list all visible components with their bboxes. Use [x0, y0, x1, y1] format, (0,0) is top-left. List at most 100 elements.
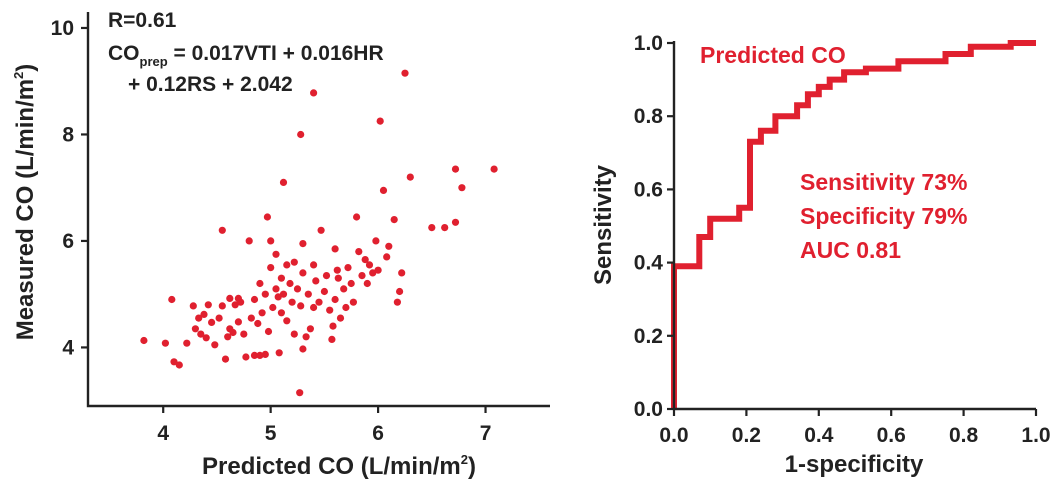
roc-series-label: Predicted CO [700, 42, 846, 68]
scatter-point [256, 279, 264, 288]
scatter-point [275, 349, 283, 357]
scatter-point [296, 389, 304, 397]
scatter-point [197, 330, 205, 338]
regression-equation-line2: + 0.12RS + 2.042 [128, 73, 293, 96]
roc-x-tick-label: 0.0 [659, 424, 688, 447]
scatter-point [250, 351, 259, 359]
scatter-point [326, 306, 334, 314]
scatter-point [258, 309, 266, 317]
scatter-point [299, 269, 307, 277]
scatter-point [349, 298, 357, 306]
scatter-point [283, 317, 291, 325]
scatter-y-tick-label: 6 [62, 230, 74, 253]
scatter-y-tick-label: 8 [62, 123, 74, 146]
scatter-point [274, 293, 282, 301]
roc-y-ticks: 0.0 0.2 0.4 0.6 0.8 1.0 [634, 32, 674, 421]
scatter-point [267, 237, 275, 245]
scatter-point [322, 272, 331, 280]
scatter-point [353, 213, 361, 221]
scatter-point [269, 303, 277, 312]
scatter-y-tick-label: 10 [51, 17, 74, 40]
scatter-point [398, 269, 406, 277]
scatter-point [369, 269, 377, 277]
roc-y-tick-label: 0.4 [634, 252, 664, 275]
scatter-point [428, 224, 436, 232]
scatter-point [202, 334, 210, 342]
scatter-point [245, 237, 253, 245]
roc-y-tick-label: 0.0 [634, 398, 663, 421]
scatter-point [312, 277, 320, 285]
scatter-y-tick-label: 4 [62, 336, 74, 359]
scatter-point [390, 216, 398, 224]
scatter-point [283, 261, 291, 269]
scatter-point [451, 218, 460, 226]
scatter-point [224, 333, 232, 341]
scatter-point [329, 322, 337, 330]
scatter-point [376, 117, 384, 125]
scatter-point [458, 184, 466, 192]
scatter-point [286, 279, 294, 288]
roc-x-axis-title: 1-specificity [785, 451, 924, 478]
scatter-point [256, 351, 264, 359]
correlation-label: R=0.61 [108, 9, 177, 32]
scatter-point [299, 345, 307, 353]
scatter-point [310, 89, 318, 97]
specificity-annotation: Specificity 79% [800, 203, 967, 229]
scatter-point [490, 165, 498, 173]
scatter-x-tick-label: 5 [265, 422, 277, 445]
auc-annotation: AUC 0.81 [800, 237, 901, 263]
scatter-point [310, 261, 318, 269]
scatter-point [215, 314, 223, 322]
scatter-point [168, 295, 176, 304]
scatter-point [211, 341, 219, 349]
scatter-point [272, 285, 280, 293]
scatter-point [290, 258, 298, 266]
scatter-point [264, 327, 273, 336]
scatter-point [383, 253, 391, 261]
scatter-y-axis-title: Measured CO (L/min/m2) [11, 64, 39, 341]
roc-curve-predicted-co [671, 40, 1036, 409]
scatter-point [218, 226, 226, 234]
roc-x-tick-label: 1.0 [1021, 424, 1050, 447]
scatter-point [261, 350, 269, 358]
scatter-point [379, 186, 388, 194]
scatter-point [344, 264, 352, 272]
scatter-point [361, 256, 369, 264]
scatter-point [331, 295, 339, 304]
roc-y-tick-label: 0.8 [634, 105, 664, 128]
scatter-point [191, 325, 199, 333]
scatter-point [279, 290, 288, 298]
scatter-point [328, 335, 336, 343]
roc-x-tick-label: 0.8 [949, 424, 979, 447]
scatter-point [393, 298, 401, 306]
scatter-point [342, 303, 350, 312]
scatter-point [247, 314, 255, 322]
scatter-point [277, 309, 285, 317]
scatter-point [306, 325, 314, 333]
roc-y-tick-label: 0.6 [634, 178, 663, 201]
scatter-axes [86, 12, 550, 408]
scatter-point [226, 294, 234, 302]
roc-x-tick-label: 0.2 [732, 424, 761, 447]
scatter-point [234, 294, 242, 302]
scatter-chart: 4 6 8 10 4 5 6 7 Predicted CO (L/min/m2) Measu… [11, 9, 550, 480]
scatter-point [304, 290, 312, 298]
scatter-point [272, 250, 280, 258]
scatter-point [331, 245, 339, 253]
scatter-point [334, 274, 342, 282]
scatter-point [229, 328, 237, 337]
scatter-point [290, 330, 298, 338]
scatter-point [372, 237, 380, 245]
scatter-point [234, 318, 242, 326]
scatter-point [175, 361, 183, 369]
scatter-y-ticks: 4 6 8 10 [51, 17, 88, 359]
scatter-point [299, 240, 307, 248]
scatter-point [200, 310, 208, 318]
scatter-point [297, 302, 305, 310]
scatter-point [279, 178, 288, 186]
scatter-point [374, 266, 382, 274]
scatter-x-tick-label: 4 [157, 422, 169, 445]
roc-x-tick-label: 0.4 [804, 424, 834, 447]
